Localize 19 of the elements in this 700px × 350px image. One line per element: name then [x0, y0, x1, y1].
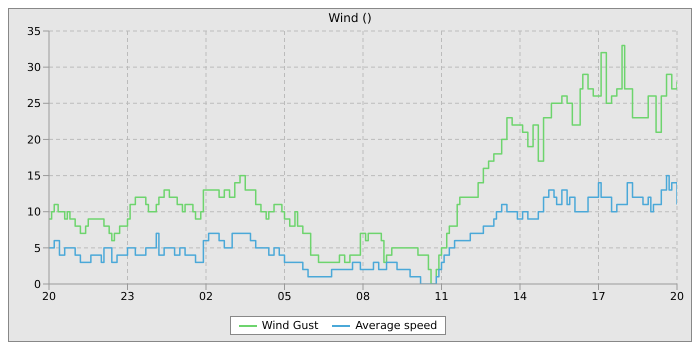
x-tick-label: 11 — [434, 290, 448, 303]
x-tick-label: 14 — [513, 290, 527, 303]
y-tick-label: 15 — [27, 169, 41, 182]
legend-label: Average speed — [354, 319, 438, 332]
x-tick-label: 17 — [592, 290, 606, 303]
y-tick-label: 35 — [27, 24, 41, 38]
legend-label: Wind Gust — [260, 319, 318, 332]
x-tick-label: 23 — [120, 290, 134, 303]
y-tick-label: 0 — [34, 278, 41, 291]
x-tick-label: 20 — [670, 290, 684, 303]
y-tick-label: 10 — [27, 206, 41, 219]
y-tick-label: 20 — [27, 133, 41, 146]
y-tick-label: 25 — [27, 97, 41, 110]
y-tick-label: 5 — [34, 242, 41, 255]
x-tick-label: 05 — [278, 290, 292, 303]
y-tick-label: 30 — [27, 61, 41, 74]
chart-title: Wind () — [328, 11, 372, 25]
x-tick-label: 02 — [199, 290, 213, 303]
x-tick-label: 08 — [356, 290, 370, 303]
